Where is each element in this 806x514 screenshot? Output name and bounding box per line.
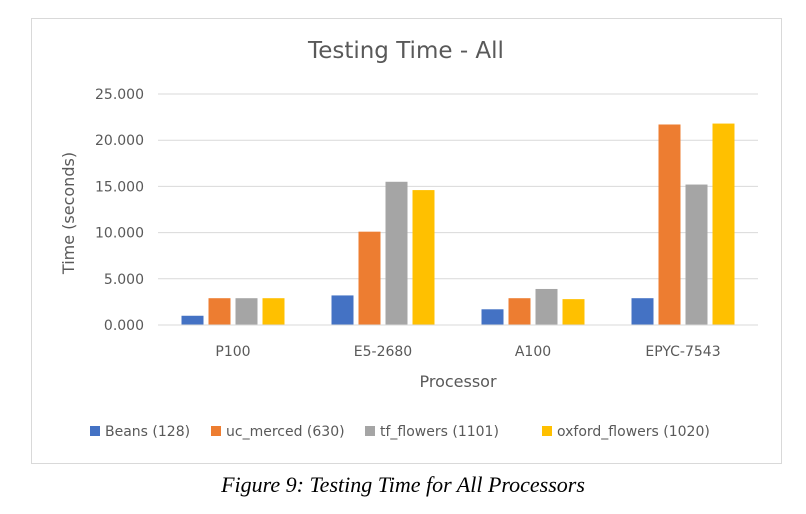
bar	[235, 298, 258, 325]
bar	[712, 123, 735, 326]
gridlines	[158, 93, 758, 280]
y-tick-label: 15.000	[95, 179, 144, 195]
bar	[685, 184, 708, 325]
bar	[358, 231, 381, 325]
legend-swatch	[365, 426, 375, 436]
legend-label: tf_flowers (1101)	[380, 424, 499, 440]
y-axis-ticks: 0.000 5.000 10.000 15.000 20.000 25.000	[95, 87, 144, 334]
bar	[631, 298, 654, 325]
legend-swatch	[90, 426, 100, 436]
x-tick-label: E5-2680	[354, 344, 412, 360]
x-tick-label: P100	[215, 344, 250, 360]
legend-label: Beans (128)	[105, 424, 190, 440]
bar	[562, 299, 585, 325]
figure-caption: Figure 9: Testing Time for All Processor…	[221, 472, 585, 497]
bar	[331, 295, 354, 325]
bars	[181, 123, 735, 326]
y-tick-label: 5.000	[104, 272, 144, 288]
y-axis-label: Time (seconds)	[59, 152, 78, 275]
bar	[658, 124, 681, 325]
bar	[412, 190, 435, 325]
legend-label: oxford_flowers (1020)	[557, 424, 710, 440]
chart-title: Testing Time - All	[307, 38, 504, 64]
x-tick-label: A100	[515, 344, 551, 360]
bar	[508, 298, 531, 325]
bar	[262, 298, 285, 325]
bar	[208, 298, 231, 325]
x-axis-label: Processor	[419, 372, 496, 391]
legend-swatch	[211, 426, 221, 436]
y-tick-label: 25.000	[95, 87, 144, 103]
x-tick-label: EPYC-7543	[645, 344, 720, 360]
legend-swatch	[542, 426, 552, 436]
bar	[385, 181, 408, 325]
legend: Beans (128) uc_merced (630) tf_flowers (11…	[90, 424, 710, 440]
bar	[535, 288, 558, 325]
bar	[181, 315, 204, 325]
bar	[481, 309, 504, 325]
legend-label: uc_merced (630)	[226, 424, 345, 440]
y-tick-label: 0.000	[104, 318, 144, 334]
y-tick-label: 10.000	[95, 226, 144, 242]
y-tick-label: 20.000	[95, 133, 144, 149]
x-axis-ticks: P100 E5-2680 A100 EPYC-7543	[215, 344, 720, 360]
